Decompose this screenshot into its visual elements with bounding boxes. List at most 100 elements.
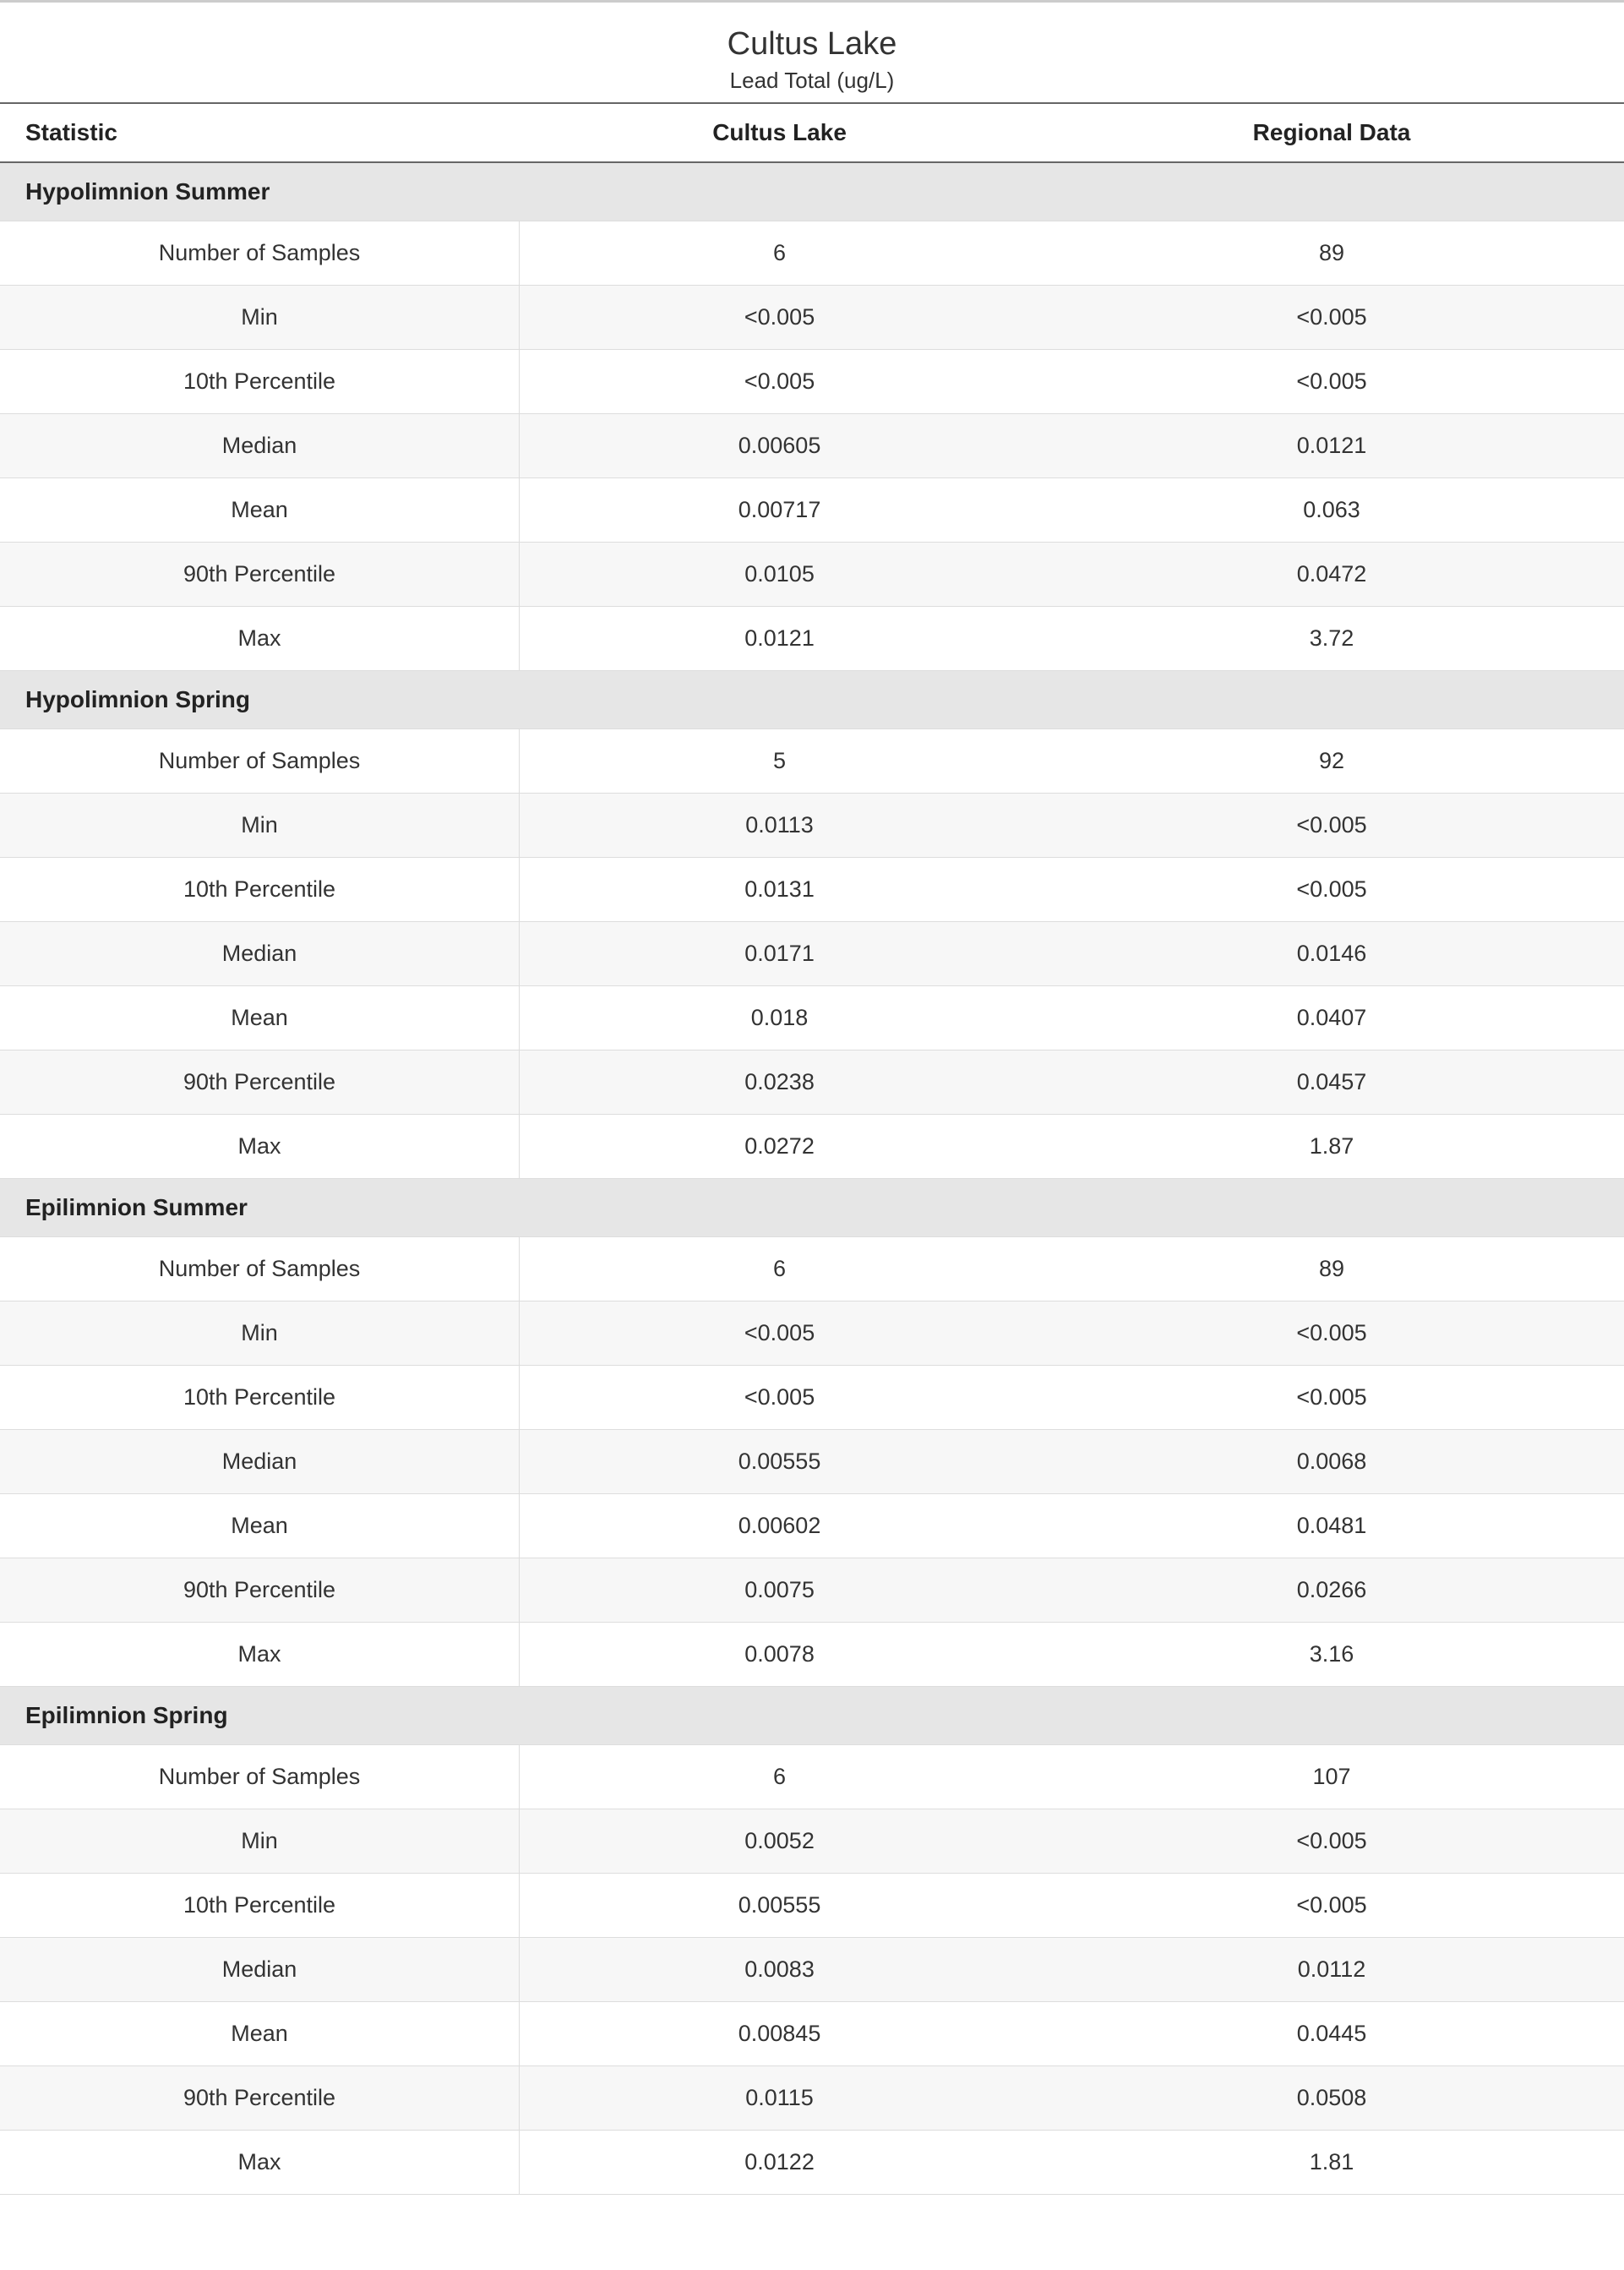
- table-row: Number of Samples592: [0, 729, 1624, 794]
- cell-statistic: Mean: [0, 2002, 520, 2065]
- cell-statistic: Max: [0, 1115, 520, 1178]
- cell-lake-value: 0.0171: [520, 922, 1039, 985]
- cell-lake-value: <0.005: [520, 1301, 1039, 1365]
- table-row: Max0.01221.81: [0, 2131, 1624, 2195]
- table-row: 90th Percentile0.02380.0457: [0, 1050, 1624, 1115]
- table-row: 10th Percentile<0.005<0.005: [0, 350, 1624, 414]
- cell-regional-value: 89: [1039, 221, 1624, 285]
- section-header: Hypolimnion Summer: [0, 163, 1624, 221]
- cell-lake-value: 0.0078: [520, 1623, 1039, 1686]
- table-row: 10th Percentile0.00555<0.005: [0, 1874, 1624, 1938]
- cell-regional-value: <0.005: [1039, 1809, 1624, 1873]
- cell-lake-value: 5: [520, 729, 1039, 793]
- table-row: Min<0.005<0.005: [0, 286, 1624, 350]
- cell-statistic: Median: [0, 1430, 520, 1493]
- cell-regional-value: 3.16: [1039, 1623, 1624, 1686]
- table-row: Max0.02721.87: [0, 1115, 1624, 1179]
- cell-regional-value: 0.063: [1039, 478, 1624, 542]
- section-header: Epilimnion Spring: [0, 1687, 1624, 1745]
- cell-lake-value: <0.005: [520, 286, 1039, 349]
- table-row: Mean0.008450.0445: [0, 2002, 1624, 2066]
- cell-lake-value: 6: [520, 1745, 1039, 1809]
- column-header-statistic: Statistic: [0, 104, 520, 161]
- cell-lake-value: 0.00555: [520, 1430, 1039, 1493]
- column-header-lake: Cultus Lake: [520, 104, 1039, 161]
- table-row: Median0.006050.0121: [0, 414, 1624, 478]
- cell-lake-value: 0.018: [520, 986, 1039, 1050]
- cell-statistic: Mean: [0, 1494, 520, 1558]
- cell-regional-value: 3.72: [1039, 607, 1624, 670]
- table-row: 10th Percentile0.0131<0.005: [0, 858, 1624, 922]
- table-row: 10th Percentile<0.005<0.005: [0, 1366, 1624, 1430]
- cell-regional-value: 0.0472: [1039, 543, 1624, 606]
- cell-statistic: Mean: [0, 986, 520, 1050]
- cell-regional-value: <0.005: [1039, 1366, 1624, 1429]
- cell-lake-value: 0.0238: [520, 1050, 1039, 1114]
- table-row: Median0.01710.0146: [0, 922, 1624, 986]
- cell-regional-value: 0.0457: [1039, 1050, 1624, 1114]
- cell-statistic: Mean: [0, 478, 520, 542]
- report-table: Cultus Lake Lead Total (ug/L) Statistic …: [0, 0, 1624, 2195]
- cell-lake-value: 6: [520, 1237, 1039, 1301]
- cell-statistic: Number of Samples: [0, 221, 520, 285]
- cell-regional-value: <0.005: [1039, 794, 1624, 857]
- table-row: Min<0.005<0.005: [0, 1301, 1624, 1366]
- cell-lake-value: 6: [520, 221, 1039, 285]
- cell-lake-value: 0.0052: [520, 1809, 1039, 1873]
- cell-statistic: Median: [0, 1938, 520, 2001]
- cell-regional-value: 92: [1039, 729, 1624, 793]
- column-header-row: Statistic Cultus Lake Regional Data: [0, 102, 1624, 163]
- cell-statistic: Number of Samples: [0, 729, 520, 793]
- cell-lake-value: 0.0121: [520, 607, 1039, 670]
- table-row: Median0.00830.0112: [0, 1938, 1624, 2002]
- cell-lake-value: 0.00717: [520, 478, 1039, 542]
- cell-regional-value: <0.005: [1039, 1301, 1624, 1365]
- cell-regional-value: 0.0146: [1039, 922, 1624, 985]
- cell-regional-value: 0.0112: [1039, 1938, 1624, 2001]
- cell-lake-value: 0.0115: [520, 2066, 1039, 2130]
- cell-lake-value: 0.0122: [520, 2131, 1039, 2194]
- cell-statistic: 90th Percentile: [0, 2066, 520, 2130]
- cell-lake-value: 0.0272: [520, 1115, 1039, 1178]
- cell-regional-value: 0.0508: [1039, 2066, 1624, 2130]
- cell-statistic: 10th Percentile: [0, 1366, 520, 1429]
- cell-lake-value: 0.00845: [520, 2002, 1039, 2065]
- column-header-regional: Regional Data: [1039, 104, 1624, 161]
- cell-statistic: Min: [0, 1809, 520, 1873]
- table-row: Min0.0052<0.005: [0, 1809, 1624, 1874]
- cell-statistic: 90th Percentile: [0, 1050, 520, 1114]
- section-header: Epilimnion Summer: [0, 1179, 1624, 1237]
- table-row: Number of Samples6107: [0, 1745, 1624, 1809]
- cell-regional-value: 0.0407: [1039, 986, 1624, 1050]
- section-header: Hypolimnion Spring: [0, 671, 1624, 729]
- cell-regional-value: 0.0445: [1039, 2002, 1624, 2065]
- cell-statistic: Number of Samples: [0, 1237, 520, 1301]
- cell-lake-value: 0.00605: [520, 414, 1039, 477]
- cell-lake-value: 0.0105: [520, 543, 1039, 606]
- table-row: 90th Percentile0.01150.0508: [0, 2066, 1624, 2131]
- cell-statistic: 90th Percentile: [0, 1558, 520, 1622]
- cell-lake-value: 0.0083: [520, 1938, 1039, 2001]
- cell-statistic: 90th Percentile: [0, 543, 520, 606]
- table-row: Mean0.0180.0407: [0, 986, 1624, 1050]
- cell-regional-value: <0.005: [1039, 858, 1624, 921]
- table-row: Max0.01213.72: [0, 607, 1624, 671]
- cell-statistic: Min: [0, 1301, 520, 1365]
- table-body: Hypolimnion SummerNumber of Samples689Mi…: [0, 163, 1624, 2195]
- cell-regional-value: <0.005: [1039, 350, 1624, 413]
- cell-regional-value: 0.0121: [1039, 414, 1624, 477]
- cell-lake-value: 0.0131: [520, 858, 1039, 921]
- cell-statistic: 10th Percentile: [0, 858, 520, 921]
- cell-lake-value: 0.00555: [520, 1874, 1039, 1937]
- cell-statistic: Max: [0, 1623, 520, 1686]
- cell-regional-value: 0.0266: [1039, 1558, 1624, 1622]
- table-row: Number of Samples689: [0, 221, 1624, 286]
- table-row: Number of Samples689: [0, 1237, 1624, 1301]
- cell-statistic: Number of Samples: [0, 1745, 520, 1809]
- cell-lake-value: 0.0075: [520, 1558, 1039, 1622]
- table-row: 90th Percentile0.00750.0266: [0, 1558, 1624, 1623]
- cell-statistic: 10th Percentile: [0, 350, 520, 413]
- table-row: Min0.0113<0.005: [0, 794, 1624, 858]
- cell-regional-value: 1.87: [1039, 1115, 1624, 1178]
- cell-statistic: 10th Percentile: [0, 1874, 520, 1937]
